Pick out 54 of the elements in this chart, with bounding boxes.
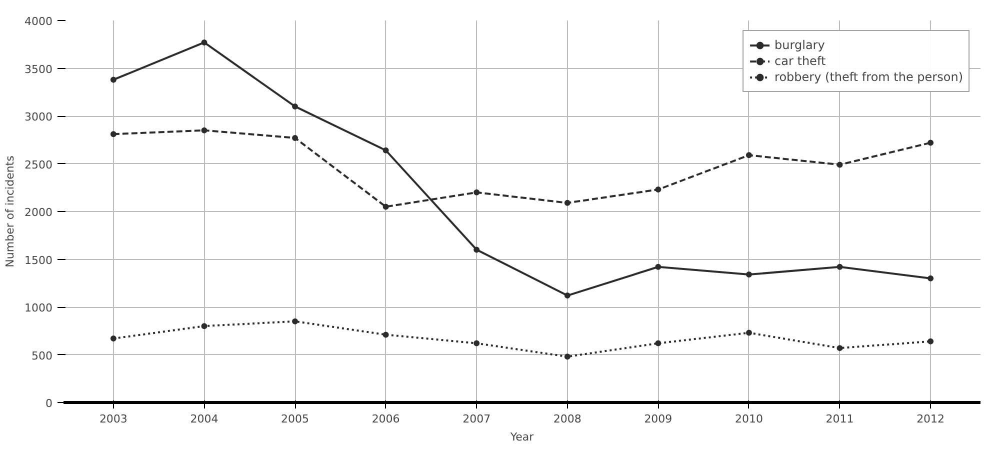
y-tick-label: 4000 xyxy=(24,15,53,28)
x-tick-label: 2003 xyxy=(99,412,128,426)
point xyxy=(201,323,208,330)
point xyxy=(382,204,389,210)
point xyxy=(836,162,843,168)
y-tick-label: 500 xyxy=(32,349,53,362)
legend-label: burglary xyxy=(774,37,825,53)
point xyxy=(292,103,298,110)
point xyxy=(928,140,934,146)
point xyxy=(474,189,480,196)
x-tick-label: 2012 xyxy=(916,412,945,426)
x-tick-label: 2004 xyxy=(190,412,218,426)
x-tick-label: 2009 xyxy=(644,412,672,426)
x-axis-title: Year xyxy=(509,430,534,444)
point xyxy=(201,39,208,46)
x-tick-label: 2011 xyxy=(826,412,854,426)
point xyxy=(382,147,389,154)
point xyxy=(474,340,480,346)
point xyxy=(564,292,570,299)
x-tick-label: 2007 xyxy=(462,412,491,426)
point xyxy=(655,186,662,193)
x-tick-label: 2008 xyxy=(553,412,582,426)
y-tick-label: 3500 xyxy=(24,62,53,76)
y-tick-label: 1000 xyxy=(24,302,53,314)
y-tick-label: 2000 xyxy=(24,206,53,219)
point xyxy=(564,200,570,206)
y-tick-label: 1500 xyxy=(24,254,53,267)
point xyxy=(201,127,208,134)
point xyxy=(110,336,116,342)
point xyxy=(655,340,662,346)
point xyxy=(836,264,843,270)
point xyxy=(928,338,934,344)
y-tick-label: 3000 xyxy=(24,110,53,124)
point xyxy=(292,318,298,324)
point xyxy=(746,152,752,158)
point xyxy=(746,330,752,336)
legend-label: car theft xyxy=(774,53,826,69)
y-tick-label: 0 xyxy=(46,397,52,410)
x-tick-label: 2006 xyxy=(372,412,400,426)
legend-label: robbery (theft from the person) xyxy=(774,69,963,85)
point xyxy=(746,272,752,278)
x-tick-label: 2010 xyxy=(734,412,763,426)
point xyxy=(655,264,662,270)
point xyxy=(928,275,934,282)
x-tick-label: 2005 xyxy=(281,412,310,426)
point xyxy=(292,134,298,141)
y-axis-title: Number of incidents xyxy=(4,155,17,268)
y-tick-label: 2500 xyxy=(24,158,53,172)
point xyxy=(382,332,389,338)
point xyxy=(110,76,116,83)
point xyxy=(564,354,570,360)
point xyxy=(836,345,843,352)
point xyxy=(110,131,116,138)
point xyxy=(474,246,480,253)
